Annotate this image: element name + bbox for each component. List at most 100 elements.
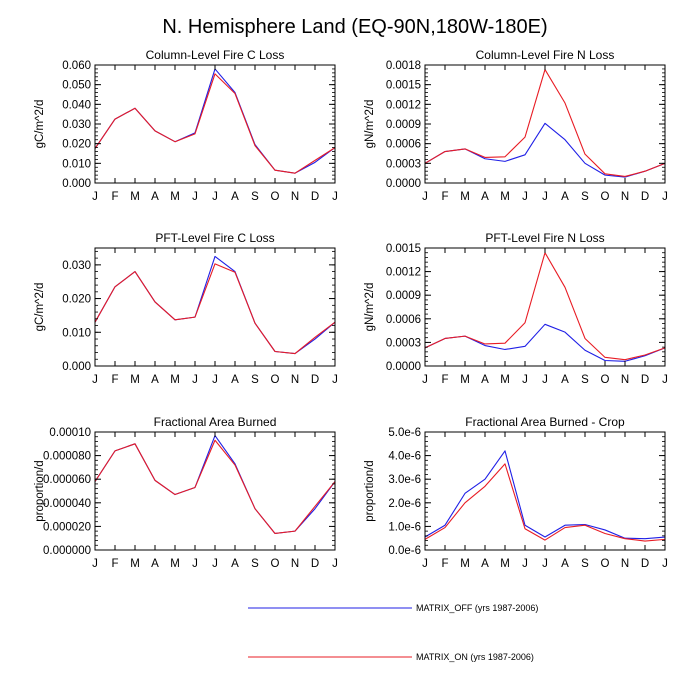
panel-6-xtick-label: J	[522, 558, 528, 570]
panel-1-xtick-label: J	[212, 191, 218, 203]
panel-1-xtick-label: J	[92, 191, 98, 203]
panel-4-xtick-label: D	[641, 374, 649, 386]
panel-3-xtick-label: J	[332, 374, 338, 386]
panel-6-xtick-label: J	[422, 558, 428, 570]
panel-2-xtick-label: O	[601, 191, 610, 203]
panel-4-xtick-label: A	[561, 374, 569, 386]
panel-6-ytick-label: 0.0e-6	[388, 545, 421, 557]
panel-2-xtick-label: S	[581, 191, 589, 203]
panel-5-ytick-label: 0.000000	[43, 545, 91, 557]
legend-label-matrix-on: MATRIX_ON (yrs 1987-2006)	[416, 652, 534, 662]
panel-3-ytick-label: 0.030	[62, 260, 91, 272]
panel-5-series-matrix-on	[94, 439, 336, 535]
panel-5-ytick-label: 0.000080	[43, 451, 91, 463]
panel-5-xtick-label: J	[192, 558, 198, 570]
panel-1-ytick-label: 0.040	[62, 99, 91, 111]
panel-4-xtick-label: J	[422, 374, 428, 386]
panel-3-ytick-label: 0.010	[62, 327, 91, 339]
panel-4-ytick-label: 0.0009	[386, 290, 421, 302]
panel-6-ytick-label: 1.0e-6	[388, 521, 421, 533]
panel-6-xtick-label: N	[621, 558, 629, 570]
legend: MATRIX_OFF (yrs 1987-2006) MATRIX_ON (yr…	[248, 603, 538, 662]
panel-5-xtick-label: M	[170, 558, 180, 570]
panel-3-ytick-label: 0.020	[62, 294, 91, 306]
panel-3-xtick-label: M	[170, 374, 180, 386]
panel-2-series-matrix-off	[424, 122, 666, 178]
panel-2-ylabel: gN/m^2/d	[364, 100, 376, 149]
panel-3-xtick-label: J	[192, 374, 198, 386]
panel-3-xtick-label: N	[291, 374, 299, 386]
panel-1-xtick-label: M	[130, 191, 140, 203]
panel-1-xtick-label: D	[311, 191, 319, 203]
panel-4-xtick-label: M	[460, 374, 470, 386]
panel-5-ytick-label: 0.000020	[43, 521, 91, 533]
panel-5-xtick-label: M	[130, 558, 140, 570]
panel-1-series-matrix-on	[94, 73, 336, 174]
panel-5-ytick-label: 0.00010	[49, 427, 91, 439]
panel-2-xtick-label: J	[662, 191, 668, 203]
panel-5-xtick-label: F	[111, 558, 118, 570]
panel-4-xtick-label: N	[621, 374, 629, 386]
panel-2-xtick-label: D	[641, 191, 649, 203]
panel-1-xtick-label: S	[251, 191, 259, 203]
panel-5-frame	[94, 431, 336, 551]
panel-4-ytick-label: 0.0000	[386, 361, 421, 373]
panel-6-xtick-label: O	[601, 558, 610, 570]
panel-2-ytick-label: 0.0000	[386, 178, 421, 190]
panel-1-xtick-label: A	[151, 191, 159, 203]
panel-2-ytick-label: 0.0018	[386, 60, 421, 72]
panel-2-xtick-label: N	[621, 191, 629, 203]
panel-6-ytick-label: 3.0e-6	[388, 474, 421, 486]
panel-3-ylabel: gC/m^2/d	[34, 283, 46, 332]
panel-6-xtick-label: J	[542, 558, 548, 570]
panel-3-xtick-label: J	[212, 374, 218, 386]
panel-4-ytick-label: 0.0015	[386, 243, 421, 255]
panel-5-xtick-label: J	[332, 558, 338, 570]
panel-4-xtick-label: S	[581, 374, 589, 386]
panel-6-ytick-label: 5.0e-6	[388, 427, 421, 439]
panel-5-ytick-label: 0.000060	[43, 474, 91, 486]
panel-5-xtick-label: O	[271, 558, 280, 570]
panel-5-xtick-label: A	[231, 558, 239, 570]
panel-4-series-matrix-on	[424, 252, 666, 361]
panel-2-title: Column-Level Fire N Loss	[476, 48, 615, 62]
panel-3-frame	[94, 247, 336, 367]
panel-3-xtick-label: A	[231, 374, 239, 386]
panel-2-xtick-label: M	[500, 191, 510, 203]
panel-2-xtick-label: J	[522, 191, 528, 203]
panel-1-xtick-label: M	[170, 191, 180, 203]
panel-3-xtick-label: A	[151, 374, 159, 386]
panel-2-ytick-label: 0.0012	[386, 99, 421, 111]
panel-3-xtick-label: S	[251, 374, 259, 386]
panel-6-xtick-label: M	[460, 558, 470, 570]
panel-2-ytick-label: 0.0009	[386, 119, 421, 131]
panel-6-xtick-label: D	[641, 558, 649, 570]
panel-4-ylabel: gN/m^2/d	[364, 283, 376, 332]
panel-5-xtick-label: J	[92, 558, 98, 570]
panel-5-xtick-label: D	[311, 558, 319, 570]
panel-2-ytick-label: 0.0003	[386, 158, 421, 170]
panel-1-xtick-label: O	[271, 191, 280, 203]
panel-4-series-matrix-off	[424, 323, 666, 362]
panel-6-xtick-label: M	[500, 558, 510, 570]
panel-3-series-matrix-on	[94, 263, 336, 355]
panel-3-xtick-label: M	[130, 374, 140, 386]
panel-6-xtick-label: A	[481, 558, 489, 570]
panel-1-xtick-label: N	[291, 191, 299, 203]
panel-1-xtick-label: A	[231, 191, 239, 203]
panel-6-xtick-label: J	[662, 558, 668, 570]
panel-4-frame	[424, 247, 666, 367]
panel-5-xtick-label: A	[151, 558, 159, 570]
panel-3-series-matrix-off	[94, 255, 336, 355]
panel-6-series-matrix-on	[424, 463, 666, 542]
panel-1-ytick-label: 0.000	[62, 178, 91, 190]
panel-1-ytick-label: 0.050	[62, 80, 91, 92]
panel-4-xtick-label: J	[522, 374, 528, 386]
panel-1-ytick-label: 0.060	[62, 60, 91, 72]
panel-6-frame	[424, 431, 666, 551]
panel-1-ytick-label: 0.030	[62, 119, 91, 131]
panel-5-title: Fractional Area Burned	[154, 415, 277, 429]
panel-1-title: Column-Level Fire C Loss	[146, 48, 285, 62]
